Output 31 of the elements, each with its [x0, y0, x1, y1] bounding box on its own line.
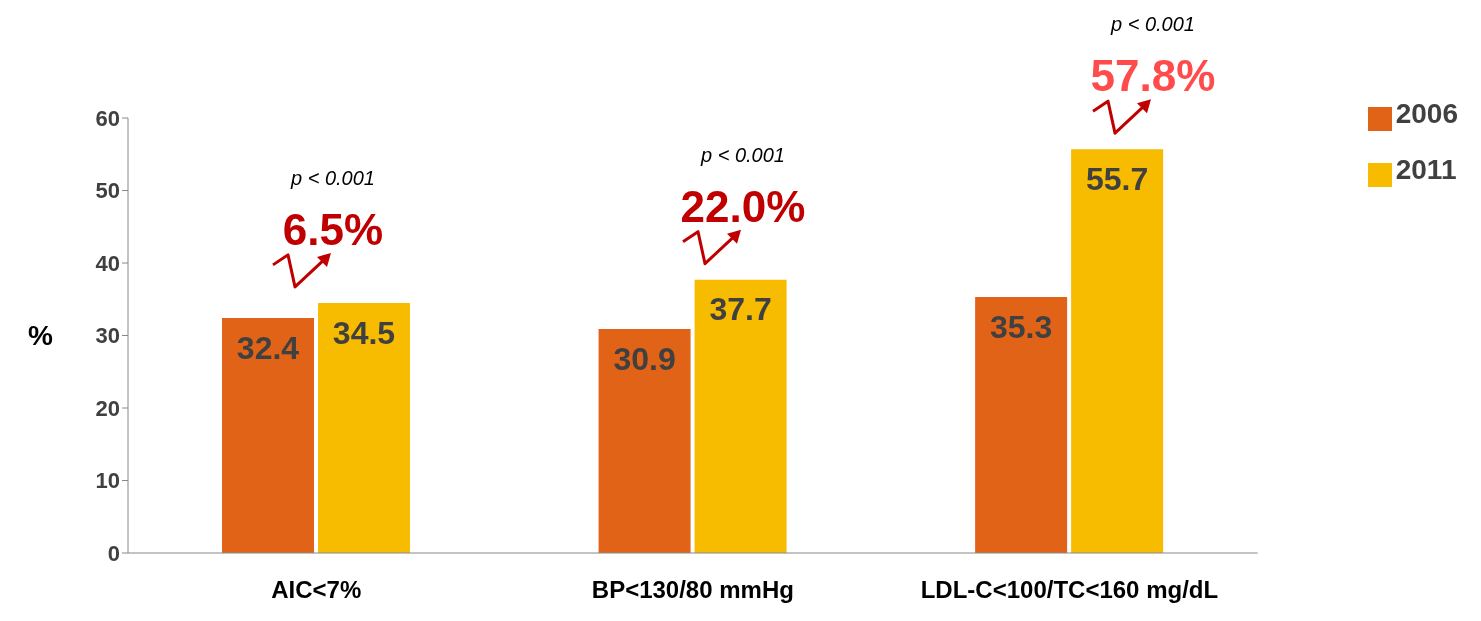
annotation: p < 0.001: [700, 143, 785, 166]
annotation: p < 0.001: [290, 166, 375, 189]
y-tick-label: 30: [95, 323, 120, 349]
bar: [975, 297, 1068, 553]
text: 57.8%: [1090, 51, 1216, 101]
annotation: 6.5%: [282, 204, 384, 254]
data-label: 30.9: [613, 340, 676, 377]
data-label: 34.5: [332, 314, 396, 351]
x-tick-label: LDL-C<100/TC<160 mg/dL: [920, 576, 1219, 604]
bar: [222, 318, 314, 553]
annotation: 22.0%: [680, 181, 806, 231]
text: p < 0.001: [1110, 13, 1195, 36]
x-tick-label: BP<130/80 mmHg: [591, 576, 794, 604]
data-label: 35.3: [989, 308, 1053, 345]
bar: [694, 279, 787, 553]
legend-label: 2006: [1395, 98, 1458, 129]
y-tick-label: 20: [95, 395, 120, 421]
x-tick-label: AIC<7%: [271, 576, 362, 604]
bar: [598, 328, 691, 553]
data-label: 37.7: [709, 291, 772, 328]
y-axis-title: %: [28, 320, 53, 352]
y-tick-label: 10: [95, 468, 120, 494]
legend-label: 2011: [1395, 154, 1457, 185]
bar: [318, 302, 410, 553]
data-label: 55.7: [1085, 160, 1149, 197]
data-label: 32.4: [236, 329, 300, 366]
y-tick-label: 0: [107, 540, 120, 566]
y-tick-label: 40: [95, 250, 120, 276]
y-tick-label: 60: [95, 105, 120, 131]
y-tick-label: 50: [95, 178, 120, 204]
bar: [1071, 149, 1164, 553]
